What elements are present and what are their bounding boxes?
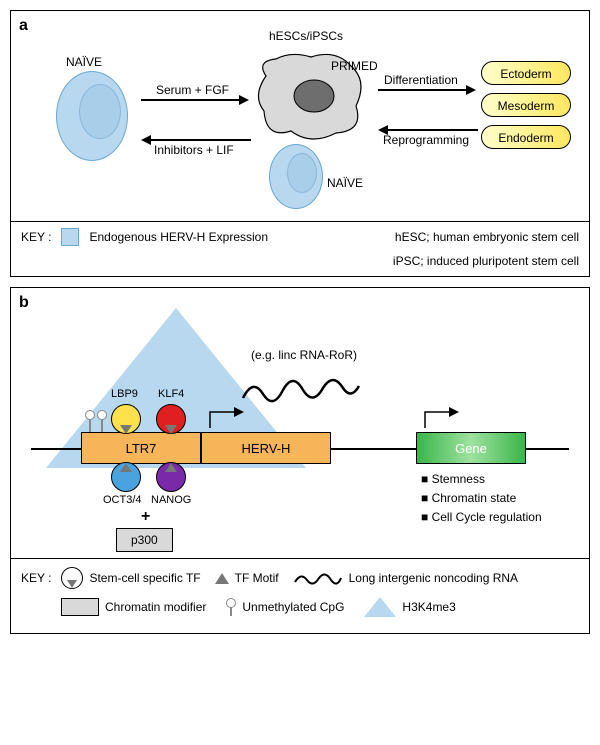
arrow-inhibitors-lif-head xyxy=(141,135,151,145)
panel-b-key: KEY : Stem-cell specific TF TF Motif Lon… xyxy=(11,558,589,633)
lincrna-label: (e.g. linc RNA-RoR) xyxy=(251,348,357,362)
tss-arrow-hervh xyxy=(206,406,246,432)
naive-label-left: NAÏVE xyxy=(66,55,102,69)
germ-mesoderm: Mesoderm xyxy=(481,93,571,117)
germ-ectoderm: Ectoderm xyxy=(481,61,571,85)
tf-lbp9 xyxy=(111,404,141,434)
arrow-reprogramming xyxy=(388,129,478,131)
arrow-serum-fgf-head xyxy=(239,95,249,105)
tss-arrow-gene xyxy=(421,406,461,432)
key-ipsc-text: iPSC; induced pluripotent stem cell xyxy=(393,254,579,268)
tf-oct34 xyxy=(111,462,141,492)
ltr7-block: LTR7 xyxy=(81,432,201,464)
tf-lbp9-label: LBP9 xyxy=(111,388,138,400)
naive-cell-center-nucleus xyxy=(287,153,317,193)
key-h3k4me3: H3K4me3 xyxy=(364,597,455,617)
naive-cell-left xyxy=(56,71,128,161)
keyb-label: KEY : xyxy=(21,571,51,585)
cpg-2 xyxy=(101,418,103,432)
naive-cell-center xyxy=(269,144,323,209)
hescs-ipscs-label: hESCs/iPSCs xyxy=(269,29,343,43)
tf-klf4 xyxy=(156,404,186,434)
key-unmeth-cpg: Unmethylated CpG xyxy=(226,598,344,616)
panel-a-key-row2: iPSC; induced pluripotent stem cell xyxy=(11,252,589,276)
tf-nanog xyxy=(156,462,186,492)
arrow-differentiation-head xyxy=(466,85,476,95)
arrow-serum-fgf xyxy=(141,99,241,101)
panel-a-diagram: hESCs/iPSCs NAÏVE PRIMED NAÏVE Serum + F… xyxy=(11,11,589,221)
key-hervh-text: Endogenous HERV-H Expression xyxy=(89,230,268,244)
panel-a-key-row: KEY : Endogenous HERV-H Expression hESC;… xyxy=(11,221,589,252)
plus-sign: + xyxy=(141,508,150,526)
lincrna-icon xyxy=(241,368,361,408)
key-tf-motif: TF Motif xyxy=(215,571,279,585)
tf-oct34-label: OCT3/4 xyxy=(103,494,142,506)
panel-b: b LTR7 HERV-H Gene LBP9 KLF4 OCT3/4 xyxy=(10,287,590,634)
tf-klf4-label: KLF4 xyxy=(158,388,184,400)
p300-box: p300 xyxy=(116,528,173,552)
key-hesc-text: hESC; human embryonic stem cell xyxy=(395,230,579,244)
panel-b-diagram: LTR7 HERV-H Gene LBP9 KLF4 OCT3/4 NANOG … xyxy=(11,288,589,558)
hervh-swatch xyxy=(61,228,79,246)
key-chromatin-mod: Chromatin modifier xyxy=(61,598,206,616)
key-stem-tf: Stem-cell specific TF xyxy=(61,567,200,589)
bullet-cellcycle: Cell Cycle regulation xyxy=(421,508,542,527)
bullet-stemness: Stemness xyxy=(421,470,542,489)
hervh-block: HERV-H xyxy=(201,432,331,464)
bullet-chromatin: Chromatin state xyxy=(421,489,542,508)
primed-label: PRIMED xyxy=(331,59,378,73)
gene-block: Gene xyxy=(416,432,526,464)
tf-nanog-label: NANOG xyxy=(151,494,191,506)
reprogramming-label: Reprogramming xyxy=(383,133,469,147)
arrow-inhibitors-lif xyxy=(151,139,251,141)
key-lincrna: Long intergenic noncoding RNA xyxy=(293,570,518,586)
cpg-1 xyxy=(89,418,91,432)
differentiation-label: Differentiation xyxy=(384,73,458,87)
germ-endoderm: Endoderm xyxy=(481,125,571,149)
gene-bullets: Stemness Chromatin state Cell Cycle regu… xyxy=(421,470,542,528)
serum-fgf-label: Serum + FGF xyxy=(156,83,229,97)
inhibitors-lif-label: Inhibitors + LIF xyxy=(154,143,234,157)
naive-cell-left-nucleus xyxy=(79,84,121,139)
key-label: KEY : xyxy=(21,230,51,244)
panel-a: a hESCs/iPSCs NAÏVE PRIMED NAÏVE Serum +… xyxy=(10,10,590,277)
arrow-differentiation xyxy=(378,89,468,91)
naive-label-center: NAÏVE xyxy=(327,176,363,190)
